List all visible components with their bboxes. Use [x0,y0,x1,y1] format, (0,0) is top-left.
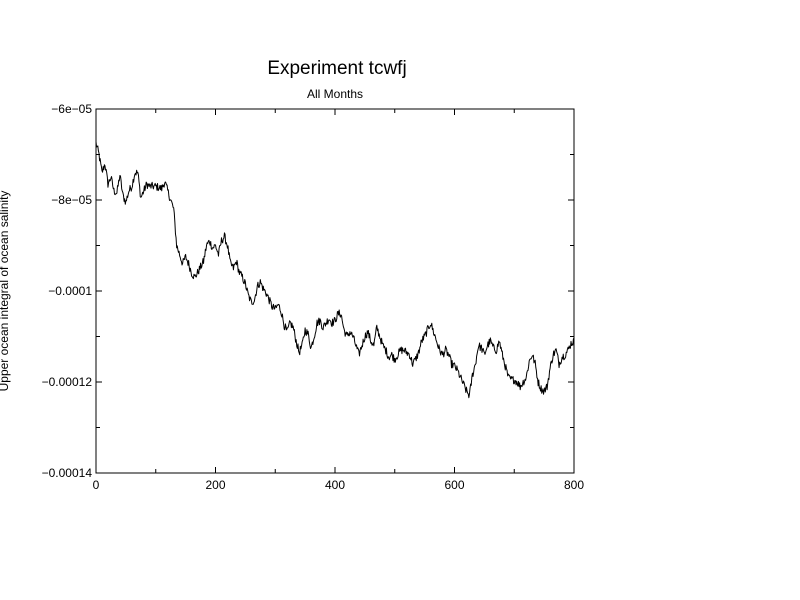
series-line [95,141,575,399]
x-tick-label: 800 [564,478,584,492]
x-axis-ticks: 0 200 400 600 800 [93,109,584,492]
series-group [95,141,575,399]
plot-frame [95,108,575,474]
y-tick-label: −0.00014 [42,466,93,480]
chart-subtitle: All Months [307,87,363,101]
y-tick-label: −8e−05 [51,193,92,207]
chart-title: Experiment tcwfj [267,58,406,79]
y-axis-label: Upper ocean integral of ocean salinity [0,191,11,392]
x-tick-label: 600 [444,478,464,492]
y-tick-label: −6e−05 [51,102,92,116]
y-tick-label: −0.0001 [48,284,92,298]
x-tick-label: 200 [205,478,225,492]
y-tick-label: −0.00012 [42,375,93,389]
y-axis-ticks: −0.00014 −0.00012 −0.0001 −8e−05 −6e−05 [42,102,574,480]
x-tick-label: 400 [325,478,345,492]
x-tick-label: 0 [93,478,100,492]
